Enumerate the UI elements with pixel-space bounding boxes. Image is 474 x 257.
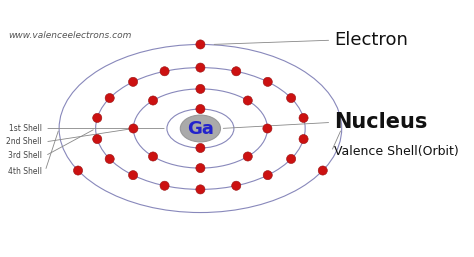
Text: Ga: Ga [187,120,214,137]
Circle shape [196,84,205,94]
Text: 2nd Shell: 2nd Shell [7,137,42,146]
Circle shape [263,77,272,86]
Circle shape [93,134,102,144]
Text: Valence Shell(Orbit): Valence Shell(Orbit) [334,145,459,158]
Circle shape [128,77,137,86]
Circle shape [196,143,205,153]
Circle shape [105,94,114,103]
Circle shape [105,154,114,163]
Circle shape [196,185,205,194]
Circle shape [287,94,296,103]
Circle shape [148,96,158,105]
Circle shape [128,171,137,180]
Circle shape [232,181,241,190]
Text: www.valenceelectrons.com: www.valenceelectrons.com [9,31,132,40]
Circle shape [196,104,205,114]
Text: Electron: Electron [334,31,408,49]
Circle shape [243,96,252,105]
Circle shape [299,113,308,123]
Circle shape [263,171,272,180]
Circle shape [148,152,158,161]
Circle shape [129,124,138,133]
Text: 3rd Shell: 3rd Shell [8,151,42,160]
Text: 1st Shell: 1st Shell [9,124,42,133]
Text: Nucleus: Nucleus [334,112,428,132]
Circle shape [299,134,308,144]
Circle shape [160,67,169,76]
Circle shape [196,163,205,173]
Circle shape [263,124,272,133]
Circle shape [318,166,328,175]
Text: 4th Shell: 4th Shell [8,167,42,176]
Circle shape [196,40,205,49]
Circle shape [93,113,102,123]
Circle shape [160,181,169,190]
Circle shape [196,63,205,72]
Ellipse shape [180,115,220,142]
Circle shape [287,154,296,163]
Circle shape [243,152,252,161]
Circle shape [73,166,82,175]
Circle shape [232,67,241,76]
